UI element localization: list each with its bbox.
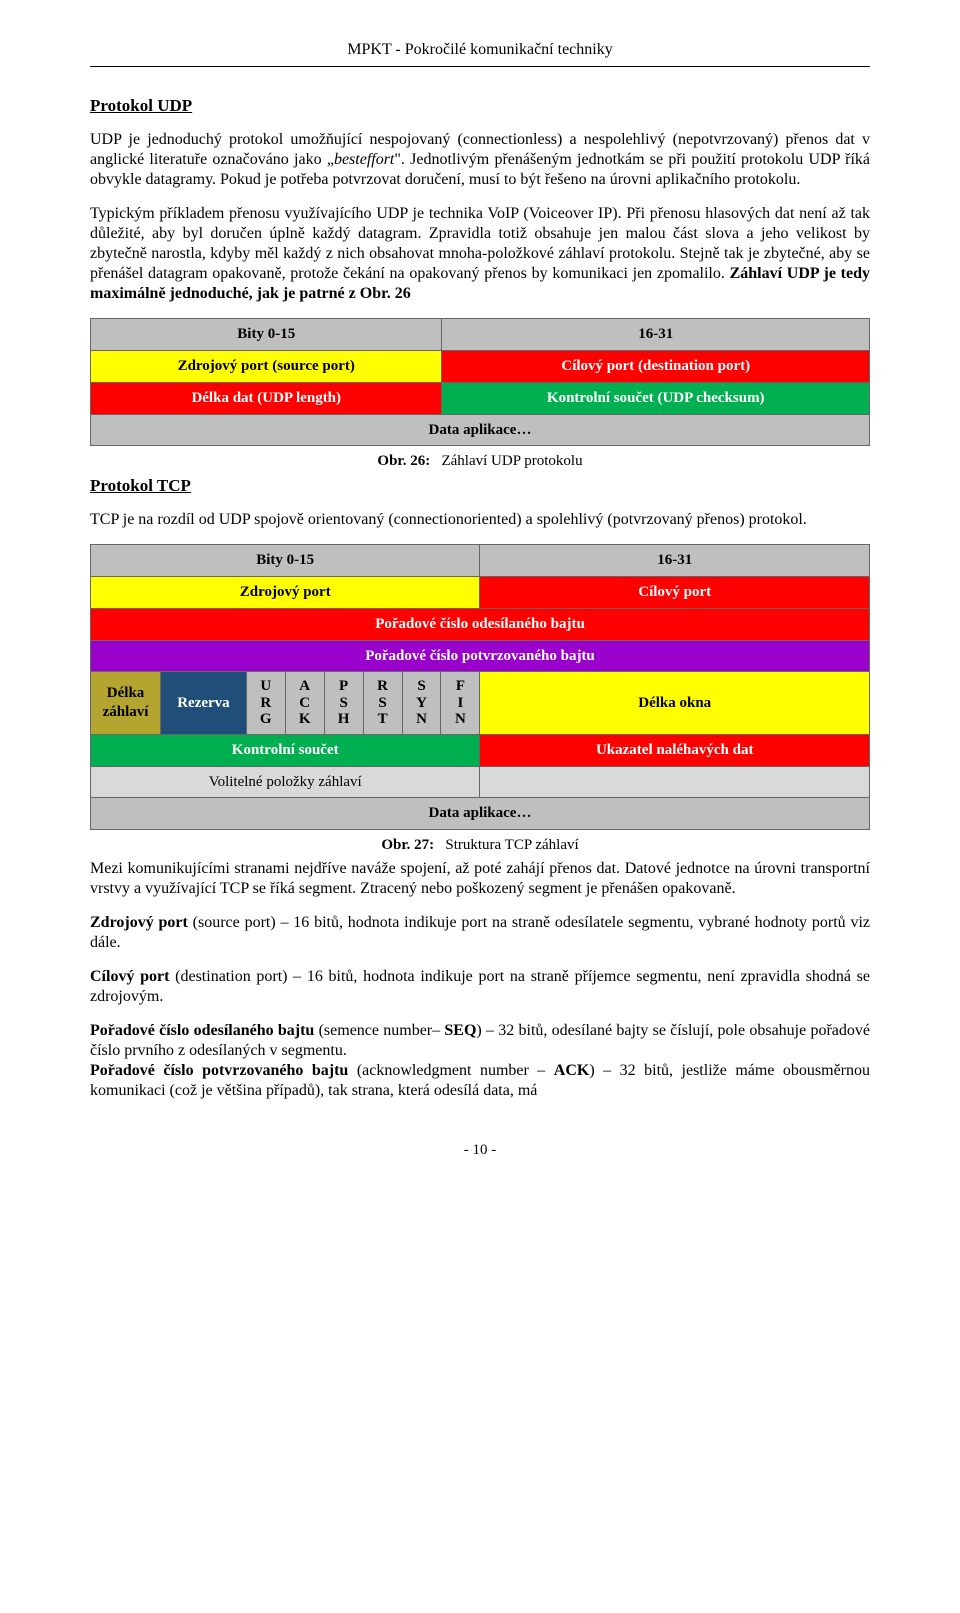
tcp-bits-left: Bity 0-15	[91, 545, 480, 577]
udp-length: Délka dat (UDP length)	[91, 382, 442, 414]
tcp-hlen: Délka záhlaví	[91, 672, 161, 735]
text: (destination port) – 16 bitů, hodnota in…	[90, 968, 870, 1005]
label: Cílový port	[90, 968, 169, 985]
tcp-reserved: Rezerva	[161, 672, 247, 735]
tcp-bits-right: 16-31	[480, 545, 870, 577]
figure-caption-27: Obr. 27: Struktura TCP záhlaví	[90, 836, 870, 855]
tcp-flag-urg: URG	[246, 672, 285, 735]
tcp-src-port: Zdrojový port	[91, 577, 480, 609]
section-title-tcp: Protokol TCP	[90, 475, 870, 496]
udp-data: Data aplikace…	[91, 414, 870, 446]
udp-src-port: Zdrojový port (source port)	[91, 351, 442, 383]
tcp-options-pad	[480, 766, 870, 798]
fig26-label: Obr. 26:	[377, 453, 430, 469]
paragraph-dstport: Cílový port (destination port) – 16 bitů…	[90, 967, 870, 1007]
tcp-header-table: Bity 0-15 16-31 Zdrojový port Cílový por…	[90, 544, 870, 830]
paragraph-tcp-2: Mezi komunikujícími stranami nejdříve na…	[90, 859, 870, 899]
tcp-winsize: Délka okna	[480, 672, 870, 735]
udp-checksum: Kontrolní součet (UDP checksum)	[442, 382, 870, 414]
text: (acknowledgment number –	[348, 1062, 553, 1079]
udp-dst-port: Cílový port (destination port)	[442, 351, 870, 383]
paragraph-tcp-1: TCP je na rozdíl od UDP spojově orientov…	[90, 510, 870, 530]
page-number: - 10 -	[90, 1141, 870, 1160]
udp-header-table: Bity 0-15 16-31 Zdrojový port (source po…	[90, 318, 870, 446]
tcp-ack: Pořadové číslo potvrzovaného bajtu	[91, 640, 870, 672]
fig26-text: Záhlaví UDP protokolu	[441, 453, 582, 469]
tcp-flag-ack: ACK	[285, 672, 324, 735]
tcp-flag-syn: SYN	[402, 672, 441, 735]
page-header: MPKT - Pokročilé komunikační techniky	[90, 40, 870, 60]
label: Pořadové číslo odesílaného bajtu	[90, 1022, 314, 1039]
tcp-urgent: Ukazatel naléhavých dat	[480, 734, 870, 766]
seq-bold: SEQ	[444, 1022, 476, 1039]
udp-bits-right: 16-31	[442, 319, 870, 351]
paragraph-udp-1: UDP je jednoduchý protokol umožňující ne…	[90, 130, 870, 190]
tcp-flag-rst: RST	[363, 672, 402, 735]
label: Pořadové číslo potvrzovaného bajtu	[90, 1062, 348, 1079]
tcp-checksum: Kontrolní součet	[91, 734, 480, 766]
tcp-dst-port: Cílový port	[480, 577, 870, 609]
paragraph-seq: Pořadové číslo odesílaného bajtu (semenc…	[90, 1021, 870, 1061]
section-title-udp: Protokol UDP	[90, 95, 870, 116]
paragraph-udp-2: Typickým příkladem přenosu využívajícího…	[90, 204, 870, 304]
fig27-text: Struktura TCP záhlaví	[445, 837, 578, 853]
header-rule	[90, 66, 870, 67]
tcp-data: Data aplikace…	[91, 798, 870, 830]
tcp-seq: Pořadové číslo odesílaného bajtu	[91, 608, 870, 640]
fig27-label: Obr. 27:	[381, 837, 434, 853]
figure-caption-26: Obr. 26: Záhlaví UDP protokolu	[90, 452, 870, 471]
ack-bold: ACK	[554, 1062, 590, 1079]
tcp-flag-psh: PSH	[324, 672, 363, 735]
text-italic: besteffort	[334, 151, 394, 168]
text: (source port) – 16 bitů, hodnota indikuj…	[90, 914, 870, 951]
tcp-flag-fin: FIN	[441, 672, 480, 735]
text: (semence number–	[314, 1022, 444, 1039]
paragraph-srcport: Zdrojový port (source port) – 16 bitů, h…	[90, 913, 870, 953]
tcp-options: Volitelné položky záhlaví	[91, 766, 480, 798]
label: Zdrojový port	[90, 914, 188, 931]
paragraph-ack: Pořadové číslo potvrzovaného bajtu (ackn…	[90, 1061, 870, 1101]
udp-bits-left: Bity 0-15	[91, 319, 442, 351]
